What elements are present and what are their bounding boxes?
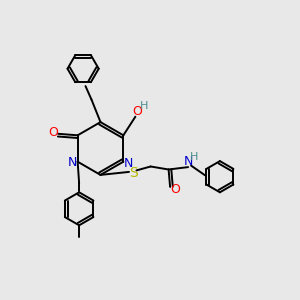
Text: S: S	[129, 166, 138, 180]
Text: N: N	[184, 154, 193, 168]
Text: O: O	[48, 126, 58, 139]
Text: N: N	[68, 156, 77, 170]
Text: H: H	[140, 101, 148, 111]
Text: H: H	[190, 152, 198, 162]
Text: O: O	[132, 105, 142, 118]
Text: N: N	[124, 157, 134, 170]
Text: O: O	[171, 183, 180, 196]
